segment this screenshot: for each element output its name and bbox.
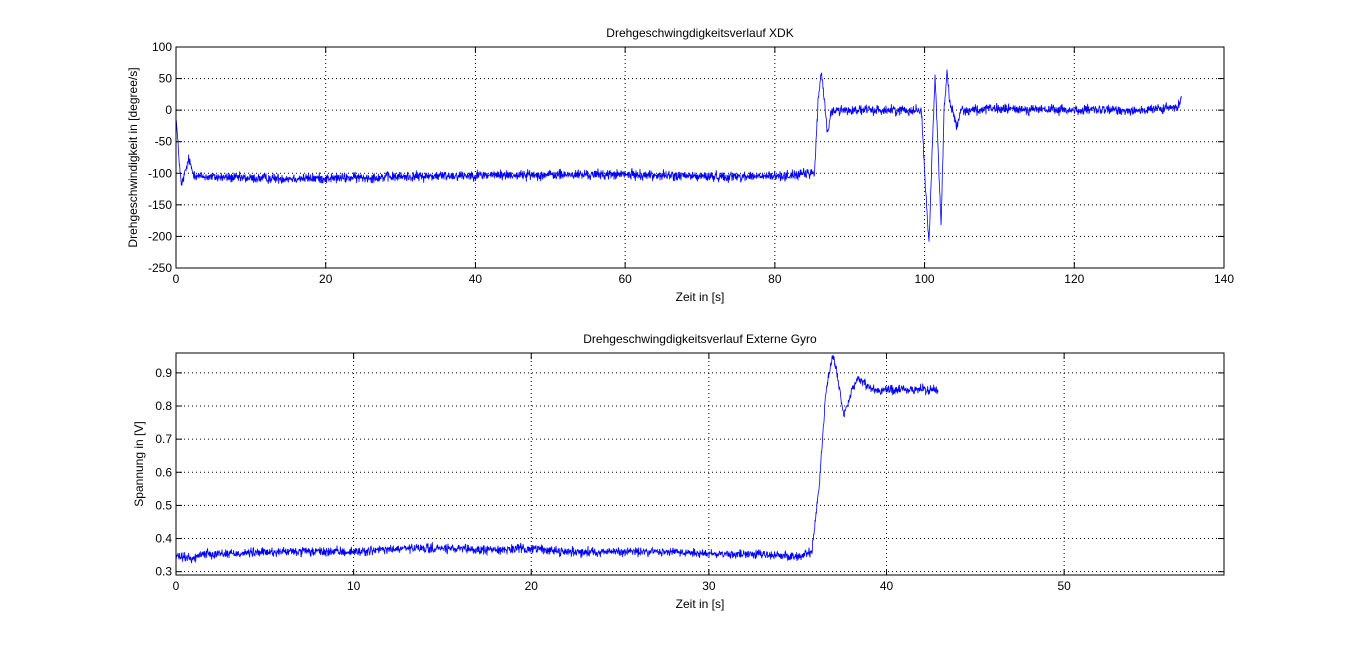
plot-area: [176, 353, 1224, 575]
y-tick-label: -200: [148, 229, 172, 243]
x-tick-label: 40: [469, 272, 483, 286]
series-line: [176, 69, 1182, 242]
y-axis-label: Drehgeschwindigkeit in [degree/s]: [126, 67, 140, 247]
y-tick-label: 0.6: [155, 465, 172, 479]
chart-title: Drehgeschwingdigkeitsverlauf Externe Gyr…: [583, 332, 817, 346]
y-tick-label: 100: [152, 40, 172, 54]
y-tick-label: 0.4: [155, 532, 172, 546]
chart-title: Drehgeschwingdigkeitsverlauf XDK: [606, 26, 793, 40]
x-tick-label: 10: [347, 579, 361, 593]
y-tick-label: 0: [165, 103, 172, 117]
x-tick-label: 50: [1057, 579, 1071, 593]
y-tick-label: -50: [155, 135, 173, 149]
x-tick-label: 40: [880, 579, 894, 593]
x-tick-label: 30: [702, 579, 716, 593]
x-tick-label: 100: [915, 272, 935, 286]
y-tick-label: 0.5: [155, 498, 172, 512]
y-tick-label: 50: [159, 72, 173, 86]
plot-area: [176, 47, 1224, 268]
x-tick-label: 20: [525, 579, 539, 593]
axes-box: [175, 46, 1225, 269]
x-tick-label: 0: [173, 272, 180, 286]
series-line: [176, 354, 939, 564]
y-axis-label: Spannung in [V]: [132, 421, 146, 506]
x-tick-label: 20: [319, 272, 333, 286]
y-tick-label: 0.9: [155, 366, 172, 380]
x-axis-label: Zeit in [s]: [676, 597, 725, 611]
y-tick-label: -150: [148, 198, 172, 212]
y-tick-label: 0.3: [155, 565, 172, 579]
y-tick-label: -250: [148, 261, 172, 275]
axes-box: [175, 352, 1225, 576]
x-tick-label: 140: [1214, 272, 1234, 286]
x-tick-label: 120: [1064, 272, 1084, 286]
x-tick-label: 0: [173, 579, 180, 593]
x-tick-label: 80: [768, 272, 782, 286]
y-tick-label: 0.7: [155, 432, 172, 446]
x-tick-label: 60: [618, 272, 632, 286]
y-tick-label: -100: [148, 166, 172, 180]
chart-2: 0 10 20 30 40 50 0.3 0.4 0.5 0.6 0.7 0.8 0.9 Drehgesc…: [132, 332, 1225, 611]
y-tick-label: 0.8: [155, 399, 172, 413]
chart-1: 0 20 40 60 80 100 120 140 -250 -200 -150 -100 -50 0 50…: [126, 26, 1234, 304]
x-axis-label: Zeit in [s]: [676, 290, 725, 304]
